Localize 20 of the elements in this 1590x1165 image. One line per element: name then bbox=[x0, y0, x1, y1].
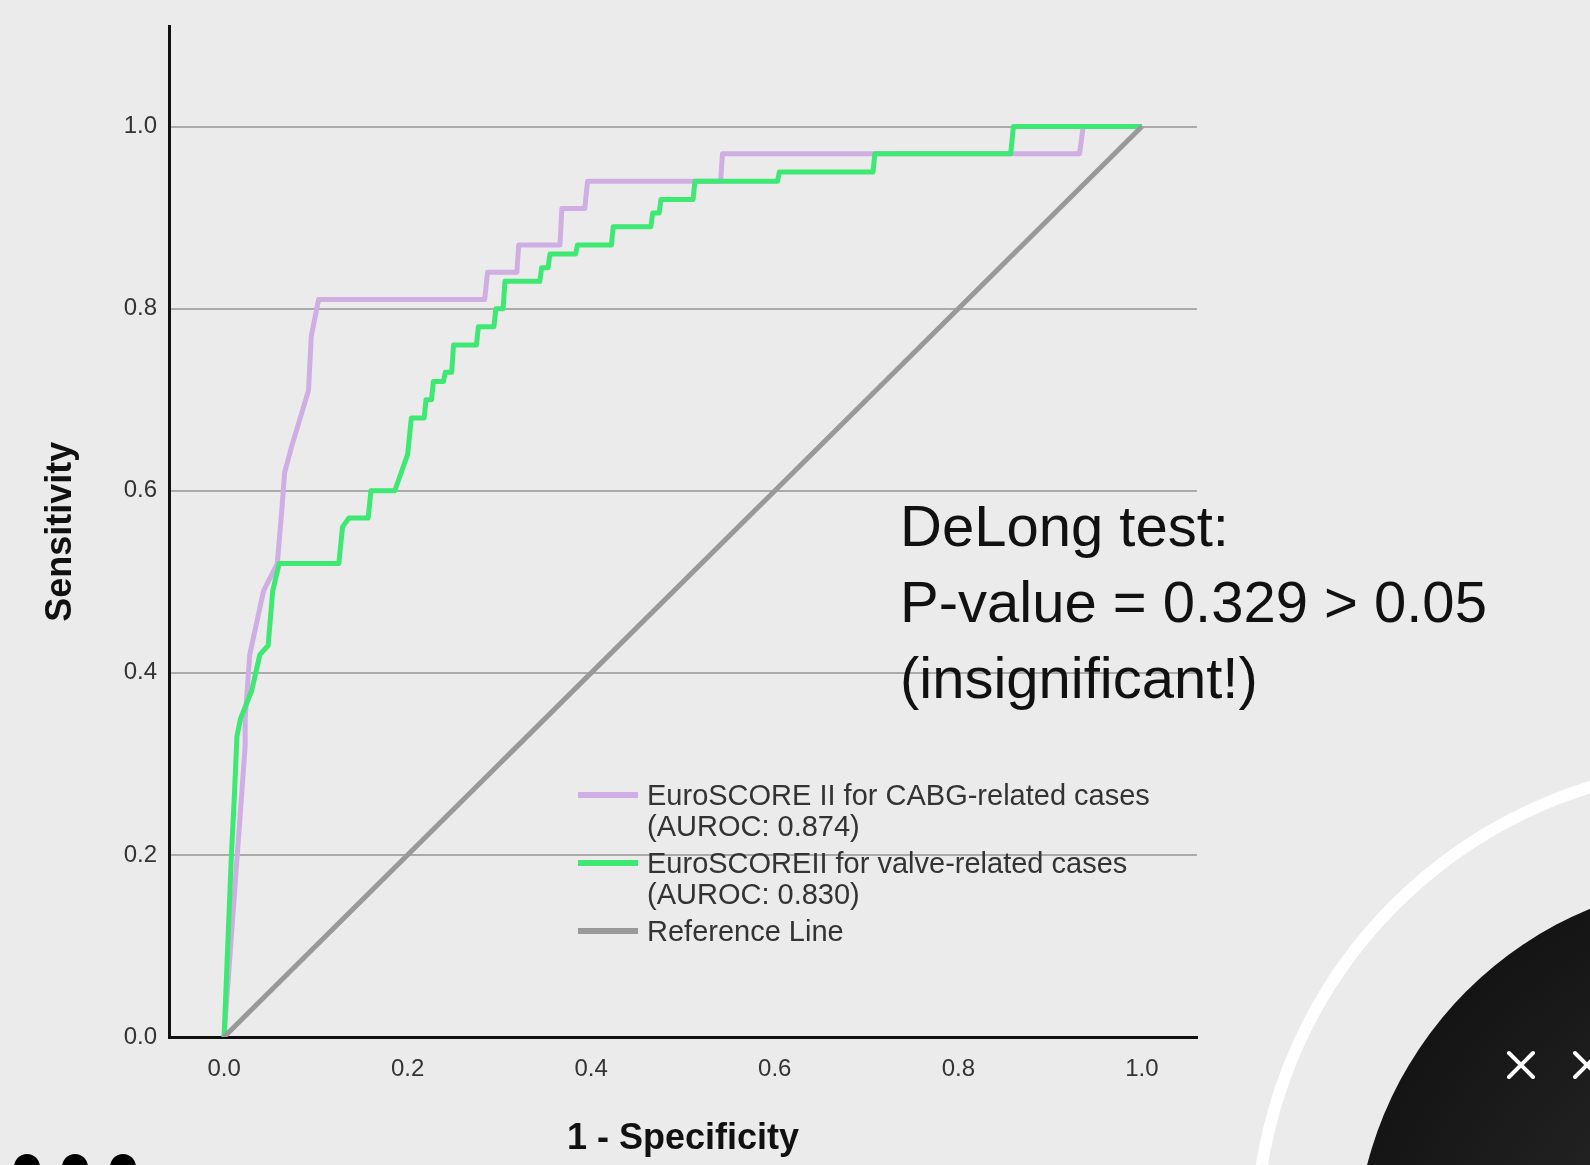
y-tick-label: 0.6 bbox=[123, 475, 157, 503]
y-tick-label: 0.0 bbox=[123, 1021, 157, 1049]
y-axis-title: Sensitivity bbox=[37, 441, 79, 622]
y-tick-label: 1.0 bbox=[123, 111, 157, 139]
y-tick-label: 0.2 bbox=[123, 839, 157, 867]
y-tick-label: 0.4 bbox=[123, 657, 157, 685]
x-tick-label: 0.0 bbox=[207, 1054, 241, 1082]
legend-label: Reference Line bbox=[647, 915, 845, 947]
x-tick-label: 0.4 bbox=[574, 1054, 608, 1082]
x-tick-label: 1.0 bbox=[1125, 1054, 1159, 1082]
annotation: P-value = 0.329 > 0.05 bbox=[900, 568, 1487, 636]
x-tick-label: 0.8 bbox=[941, 1054, 976, 1082]
annotation: (insignificant!) bbox=[900, 644, 1259, 712]
x-tick-label: 0.2 bbox=[390, 1054, 425, 1082]
y-tick-label: 0.8 bbox=[123, 293, 157, 321]
x-axis-title: 1 - Specificity bbox=[566, 1116, 800, 1158]
annotation: DeLong test: bbox=[900, 492, 1230, 560]
legend-label: EuroSCOREII for valve-related cases (AUROC: 0.830) bbox=[647, 847, 1129, 910]
x-tick-label: 0.6 bbox=[758, 1054, 792, 1082]
legend-label: EuroSCORE II for CABG-related cases (AUROC: 0.874) bbox=[647, 779, 1151, 842]
